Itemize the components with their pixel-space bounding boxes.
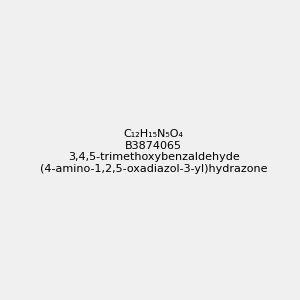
Text: C₁₂H₁₅N₅O₄
B3874065
3,4,5-trimethoxybenzaldehyde
(4-amino-1,2,5-oxadiazol-3-yl)h: C₁₂H₁₅N₅O₄ B3874065 3,4,5-trimethoxybenz…	[40, 129, 268, 174]
